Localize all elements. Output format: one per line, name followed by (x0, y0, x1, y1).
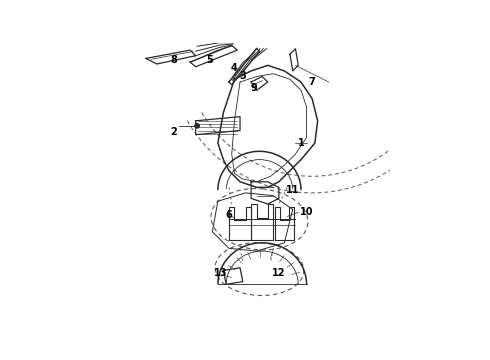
Text: 3: 3 (240, 72, 246, 81)
Text: 1: 1 (297, 138, 304, 148)
Text: 4: 4 (231, 63, 238, 73)
Text: 6: 6 (225, 210, 232, 220)
Text: 10: 10 (300, 207, 313, 217)
Text: 9: 9 (250, 82, 257, 93)
Text: 5: 5 (206, 55, 213, 65)
Text: 11: 11 (286, 185, 299, 195)
Text: 13: 13 (214, 268, 227, 278)
Text: 12: 12 (272, 268, 286, 278)
Circle shape (195, 123, 199, 128)
Text: 8: 8 (170, 55, 177, 65)
Text: 2: 2 (170, 127, 177, 137)
Text: 7: 7 (309, 77, 316, 87)
